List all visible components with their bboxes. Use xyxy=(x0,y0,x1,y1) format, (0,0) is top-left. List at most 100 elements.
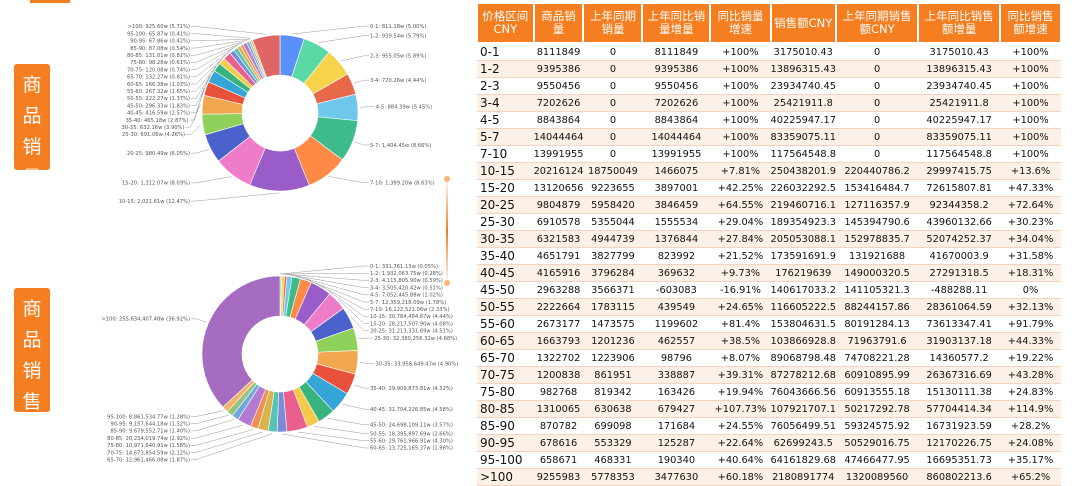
table-cell: 14044464 xyxy=(642,129,710,146)
table-cell: 0 xyxy=(836,95,918,112)
table-cell: +39.31% xyxy=(710,367,770,384)
table-cell: 3175010.43 xyxy=(918,43,1000,61)
slice-leader-line xyxy=(191,26,266,34)
slice-leader-line xyxy=(280,266,369,274)
slice-label: >100: 925.60w (5.71%) xyxy=(128,24,190,30)
table-cell: +7.81% xyxy=(710,163,770,180)
table-cell: 127116357.9 xyxy=(836,197,918,214)
slice-label: 10-15: 2,021.61w (12.47%) xyxy=(119,199,190,205)
table-cell: 1200838 xyxy=(534,367,584,384)
table-cell: 658671 xyxy=(534,452,584,469)
table-cell: 57704414.34 xyxy=(918,401,1000,418)
table-cell: +81.4% xyxy=(710,316,770,333)
table-cell: 83359075.11 xyxy=(771,129,836,146)
slice-label: 45-50: 24,698,109.11w (3.57%) xyxy=(370,423,453,429)
slice-label: 60-65: 13,725,165.37w (1.98%) xyxy=(370,446,453,452)
slice-label: 25-30: 691.06w (4.26%) xyxy=(122,132,185,138)
table-cell: 3566371 xyxy=(583,282,642,299)
table-cell: 103866928.8 xyxy=(771,333,836,350)
slice-label: 4-5: 884.39w (5.45%) xyxy=(376,104,432,110)
slice-leader-line xyxy=(191,34,251,39)
table-cell: 31903137.18 xyxy=(918,333,1000,350)
table-cell: -16.91% xyxy=(710,282,770,299)
column-header: 上年同比销量增量 xyxy=(642,3,710,43)
slice-label: 70-75: 14,673,854.59w (2.12%) xyxy=(107,450,190,456)
table-cell: 25-30 xyxy=(477,214,534,231)
table-cell: 226032292.5 xyxy=(771,180,836,197)
column-header: 上年同期销量 xyxy=(583,3,642,43)
table-cell: 630638 xyxy=(583,401,642,418)
slice-leader-line xyxy=(191,411,224,417)
table-cell: 40225947.17 xyxy=(771,112,836,129)
table-cell: 4-5 xyxy=(477,112,534,129)
section-divider xyxy=(446,176,448,286)
table-cell: 3827799 xyxy=(583,248,642,265)
table-cell: 0 xyxy=(583,43,642,61)
table-cell: 3477630 xyxy=(642,469,710,486)
table-cell: +100% xyxy=(710,43,770,61)
table-cell: +40.64% xyxy=(710,452,770,469)
table-cell: 9395386 xyxy=(534,61,584,78)
slice-label: 50-55: 18,395,897.69w (2.66%) xyxy=(370,431,453,437)
table-cell: 982768 xyxy=(534,384,584,401)
table-cell: 1376844 xyxy=(642,231,710,248)
table-cell: 149000320.5 xyxy=(836,265,918,282)
slice-label: 25-30: 32,380,256.32w (4.68%) xyxy=(374,336,457,342)
table-cell: 9395386 xyxy=(642,61,710,78)
slice-label: 40-45: 416.59w (2.57%) xyxy=(127,111,190,117)
slice-leader-line xyxy=(341,56,369,61)
table-cell: 1322702 xyxy=(534,350,584,367)
slice-label: 0-1: 811.18w (5.00%) xyxy=(370,24,426,30)
slice-label: 3-4: 720.26w (4.44%) xyxy=(370,78,426,84)
table-cell: 1555534 xyxy=(642,214,710,231)
table-cell: 75-80 xyxy=(477,384,534,401)
table-cell: 219460716.1 xyxy=(771,197,836,214)
table-cell: 117564548.8 xyxy=(771,146,836,163)
table-cell: 0 xyxy=(583,61,642,78)
table-cell: 861951 xyxy=(583,367,642,384)
slice-label: 1-2: 1,932,063.75w (0.28%) xyxy=(370,271,443,277)
table-cell: 40225947.17 xyxy=(918,112,1000,129)
table-cell: 250438201.9 xyxy=(771,163,836,180)
table-cell: 0 xyxy=(583,129,642,146)
slice-leader-line xyxy=(329,176,369,182)
table-cell: 23934740.45 xyxy=(771,78,836,95)
slice-label: 10-15: 30,784,484.67w (4.44%) xyxy=(370,314,453,320)
slice-leader-line xyxy=(314,426,369,433)
table-cell: +21.52% xyxy=(710,248,770,265)
table-cell: +114.9% xyxy=(1000,401,1061,418)
slice-label: 15-20: 28,217,507.90w (4.08%) xyxy=(370,321,453,327)
table-cell: 1473575 xyxy=(583,316,642,333)
table-cell: 2-3 xyxy=(477,78,534,95)
slice-label: 35-40: 29,909,873.81w (4.32%) xyxy=(370,386,453,392)
table-cell: 9550456 xyxy=(642,78,710,95)
table-cell: 678616 xyxy=(534,435,584,452)
table-cell: 26367316.69 xyxy=(918,367,1000,384)
table-cell: 3897001 xyxy=(642,180,710,197)
column-header: 同比销量增速 xyxy=(710,3,770,43)
table-cell: 25421911.8 xyxy=(771,95,836,112)
table-cell: 860802213.6 xyxy=(918,469,1000,486)
slice-label: 2-3: 4,115,805.90w (0.59%) xyxy=(370,278,443,284)
table-cell: +64.55% xyxy=(710,197,770,214)
table-cell: +100% xyxy=(1000,146,1061,163)
table-cell: +24.08% xyxy=(1000,435,1061,452)
table-cell: 13896315.43 xyxy=(918,61,1000,78)
table-cell: +47.33% xyxy=(1000,180,1061,197)
slice-label: 65-70: 132.27w (0.81%) xyxy=(127,75,190,81)
table-cell: 1223906 xyxy=(583,350,642,367)
slice-leader-line xyxy=(355,142,369,145)
table-cell: 30-35 xyxy=(477,231,534,248)
table-cell: 45-50 xyxy=(477,282,534,299)
slice-label: 80-85: 20,234,019.74w (2.92%) xyxy=(107,436,190,442)
table-cell: 87278212.68 xyxy=(771,367,836,384)
table-cell: 15-20 xyxy=(477,180,534,197)
